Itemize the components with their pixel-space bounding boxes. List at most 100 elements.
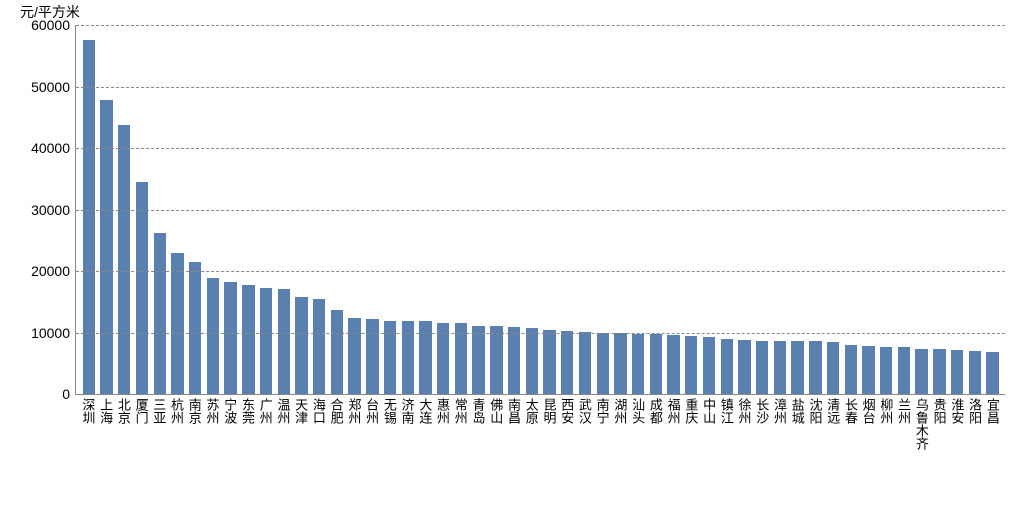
bar <box>295 297 307 394</box>
x-label-slot: 福州 <box>664 398 682 450</box>
x-label-slot: 南昌 <box>505 398 523 450</box>
x-tick-label: 广州 <box>259 398 272 450</box>
x-tick-label: 洛阳 <box>968 398 981 450</box>
x-tick-label: 常州 <box>454 398 467 450</box>
x-tick-label: 南昌 <box>507 398 520 450</box>
x-tick-label: 西安 <box>560 398 573 450</box>
x-label-slot: 广州 <box>256 398 274 450</box>
x-tick-label: 南宁 <box>596 398 609 450</box>
gridline <box>76 25 1005 26</box>
bar <box>207 278 219 394</box>
x-label-slot: 徐州 <box>735 398 753 450</box>
bar <box>472 326 484 394</box>
bar <box>915 349 927 395</box>
x-tick-label: 中山 <box>702 398 715 450</box>
x-label-slot: 宁波 <box>221 398 239 450</box>
bar <box>455 323 467 394</box>
bar <box>83 40 95 394</box>
x-label-slot: 沈阳 <box>806 398 824 450</box>
y-tick-label: 40000 <box>31 140 76 156</box>
bar <box>933 349 945 394</box>
bar <box>969 351 981 394</box>
bar <box>862 346 874 394</box>
x-tick-label: 上海 <box>99 398 112 450</box>
x-label-slot: 西安 <box>558 398 576 450</box>
x-tick-label: 沈阳 <box>808 398 821 450</box>
x-label-slot: 杭州 <box>168 398 186 450</box>
y-tick-label: 60000 <box>31 17 76 33</box>
plot-area: 0100002000030000400005000060000 <box>75 25 1005 395</box>
y-tick-label: 20000 <box>31 263 76 279</box>
x-label-slot: 武汉 <box>576 398 594 450</box>
x-tick-label: 深圳 <box>81 398 94 450</box>
x-tick-label: 天津 <box>294 398 307 450</box>
bar <box>986 352 998 394</box>
x-tick-label: 贵阳 <box>933 398 946 450</box>
x-tick-label: 武汉 <box>578 398 591 450</box>
x-label-slot: 深圳 <box>79 398 97 450</box>
bar <box>579 332 591 394</box>
x-label-slot: 盐城 <box>788 398 806 450</box>
x-tick-label: 三亚 <box>152 398 165 450</box>
x-label-slot: 厦门 <box>132 398 150 450</box>
x-tick-label: 镇江 <box>720 398 733 450</box>
bar <box>721 339 733 394</box>
bar <box>118 125 130 394</box>
bar <box>224 282 236 394</box>
x-label-slot: 大连 <box>416 398 434 450</box>
x-label-slot: 天津 <box>292 398 310 450</box>
bar <box>756 341 768 395</box>
bar <box>951 350 963 394</box>
x-tick-label: 宁波 <box>223 398 236 450</box>
bar <box>526 328 538 394</box>
x-label-slot: 贵阳 <box>930 398 948 450</box>
bar <box>650 334 662 394</box>
bar <box>898 347 910 394</box>
x-label-slot: 海口 <box>310 398 328 450</box>
bar <box>136 182 148 394</box>
x-label-slot: 惠州 <box>434 398 452 450</box>
x-tick-label: 济南 <box>401 398 414 450</box>
x-label-slot: 太原 <box>522 398 540 450</box>
price-bar-chart: 元/平方米 0100002000030000400005000060000 深圳… <box>0 0 1018 513</box>
bar <box>809 341 821 394</box>
bar <box>242 285 254 394</box>
x-label-slot: 柳州 <box>877 398 895 450</box>
x-label-slot: 宜昌 <box>983 398 1001 450</box>
x-tick-label: 湖州 <box>613 398 626 450</box>
gridline <box>76 271 1005 272</box>
gridline <box>76 87 1005 88</box>
bar <box>703 337 715 394</box>
bar <box>774 341 786 395</box>
x-label-slot: 长沙 <box>753 398 771 450</box>
x-tick-label: 南京 <box>188 398 201 450</box>
x-label-slot: 温州 <box>274 398 292 450</box>
x-tick-label: 青岛 <box>472 398 485 450</box>
x-tick-label: 烟台 <box>862 398 875 450</box>
x-label-slot: 重庆 <box>682 398 700 450</box>
x-label-slot: 常州 <box>451 398 469 450</box>
x-label-slot: 湖州 <box>611 398 629 450</box>
bar <box>632 334 644 394</box>
gridline <box>76 210 1005 211</box>
bar <box>543 330 555 394</box>
x-tick-label: 徐州 <box>738 398 751 450</box>
bar <box>490 326 502 394</box>
bar <box>827 342 839 394</box>
x-label-slot: 佛山 <box>487 398 505 450</box>
x-label-slot: 合肥 <box>327 398 345 450</box>
y-tick-label: 30000 <box>31 202 76 218</box>
gridline <box>76 333 1005 334</box>
x-label-slot: 洛阳 <box>966 398 984 450</box>
x-tick-label: 乌鲁木齐 <box>915 398 928 450</box>
x-tick-label: 兰州 <box>897 398 910 450</box>
x-tick-label: 厦门 <box>135 398 148 450</box>
x-tick-label: 合肥 <box>330 398 343 450</box>
bar <box>685 336 697 394</box>
x-tick-label: 清远 <box>826 398 839 450</box>
x-label-slot: 南京 <box>185 398 203 450</box>
x-tick-label: 惠州 <box>436 398 449 450</box>
x-tick-label: 重庆 <box>684 398 697 450</box>
x-label-slot: 郑州 <box>345 398 363 450</box>
x-tick-label: 汕头 <box>631 398 644 450</box>
